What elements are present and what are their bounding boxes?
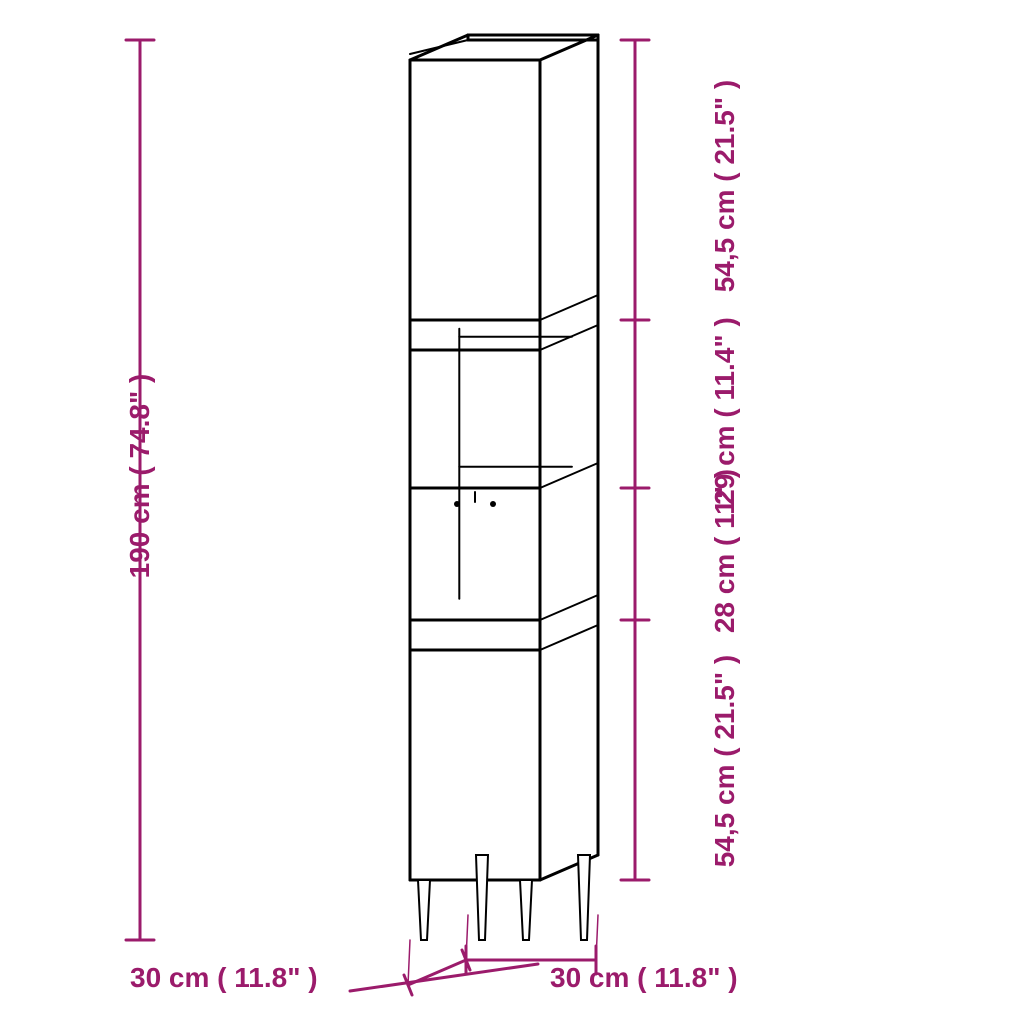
seg1-label: 54,5 cm ( 21.5" ) [709, 56, 741, 316]
total-height-label: 190 cm ( 74.8" ) [124, 346, 156, 606]
seg4-label: 54,5 cm ( 21.5" ) [709, 631, 741, 891]
width-label: 30 cm ( 11.8" ) [550, 962, 738, 994]
depth-label: 30 cm ( 11.8" ) [130, 962, 318, 994]
